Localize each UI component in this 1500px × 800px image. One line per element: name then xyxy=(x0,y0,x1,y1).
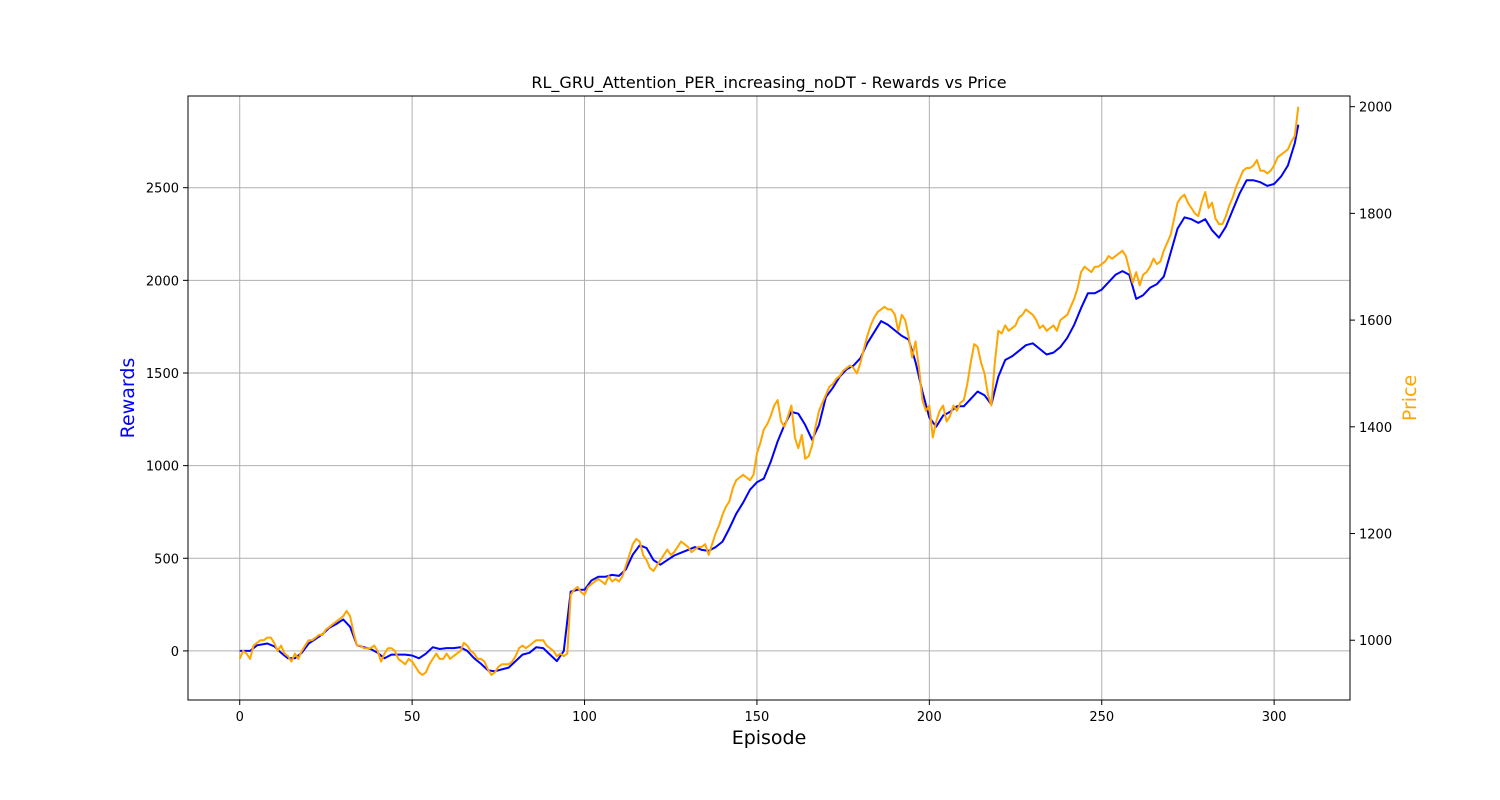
y-tick-label-right: 1000 xyxy=(1359,634,1392,649)
y-axis-label-rewards: Rewards xyxy=(117,358,139,439)
y-tick-label-left: 1500 xyxy=(146,367,179,382)
y-tick-label-left: 500 xyxy=(154,552,179,567)
x-tick-label: 250 xyxy=(1089,710,1114,725)
x-tick-label: 300 xyxy=(1262,710,1287,725)
plot-frame xyxy=(187,95,1351,701)
ticks: 0 50 100 150 200 250 300 0 500 1000 1500 2000 2500 10… xyxy=(146,101,1392,725)
y-tick-label-left: 0 xyxy=(171,645,179,660)
price-line xyxy=(238,106,1300,676)
y-tick-label-right: 2000 xyxy=(1359,101,1392,116)
y-tick-label-right: 1600 xyxy=(1359,314,1392,329)
x-tick-label: 50 xyxy=(404,710,421,725)
y-tick-label-left: 1000 xyxy=(146,460,179,475)
rewards-line xyxy=(239,124,1300,673)
y-tick-label-left: 2500 xyxy=(146,182,179,197)
x-tick-label: 200 xyxy=(917,710,942,725)
x-tick-label: 100 xyxy=(572,710,597,725)
y-tick-label-left: 2000 xyxy=(146,274,179,289)
grid xyxy=(188,96,1350,700)
chart-title: RL_GRU_Attention_PER_increasing_noDT - R… xyxy=(531,73,1006,93)
x-tick-label: 150 xyxy=(745,710,770,725)
y-tick-label-right: 1800 xyxy=(1359,207,1392,222)
y-tick-label-right: 1200 xyxy=(1359,528,1392,543)
x-tick-label: 0 xyxy=(236,710,244,725)
x-axis-label: Episode xyxy=(732,727,807,749)
y-axis-label-price: Price xyxy=(1399,375,1421,421)
y-tick-label-right: 1400 xyxy=(1359,421,1392,436)
plot-area xyxy=(238,106,1300,676)
